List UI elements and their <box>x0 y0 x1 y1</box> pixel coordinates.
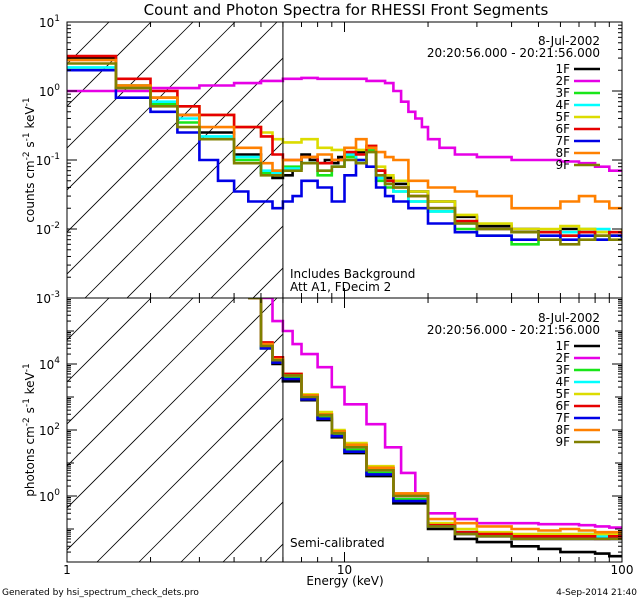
legend-label-7f: 7F <box>555 134 570 148</box>
legend-label-2f: 2F <box>555 351 570 365</box>
legend-label-4f: 4F <box>555 375 570 389</box>
footer-generator: Generated by hsi_spectrum_check_dets.pro <box>2 588 199 598</box>
y-tick-label: 10-2 <box>36 221 60 237</box>
series-2f-bot <box>261 298 622 529</box>
series-8f-top <box>67 58 622 210</box>
bottom-date: 8-Jul-2002 <box>538 311 600 325</box>
legend-label-8f: 8F <box>555 146 570 160</box>
x-tick-label: 10 <box>337 563 352 577</box>
y-tick-label: 102 <box>39 422 60 438</box>
top-hatch <box>67 22 283 298</box>
bottom-ylabel: photons cm-2 s-1 keV-1 <box>22 363 37 497</box>
legend-label-3f: 3F <box>555 363 570 377</box>
y-tick-label: 100 <box>39 488 60 504</box>
hatch-line <box>210 225 283 298</box>
top-annotation-1: Includes Background <box>290 267 415 281</box>
hatch-line <box>67 298 194 425</box>
top-axis-ticks: 10-3 10-2 10-1 100 101 <box>36 14 623 306</box>
legend-label-6f: 6F <box>555 122 570 136</box>
legend-label-5f: 5F <box>555 110 570 124</box>
y-tick-label: 10-1 <box>36 152 60 168</box>
hatch-line <box>67 22 194 149</box>
bottom-hatch <box>67 298 283 562</box>
chart-title: Count and Photon Spectra for RHESSI Fron… <box>144 1 549 19</box>
hatch-line <box>67 22 236 191</box>
y-tick-label: 10-3 <box>36 290 60 306</box>
legend-label-1f: 1F <box>555 339 570 353</box>
legend-label-9f: 9F <box>555 435 570 449</box>
series-2f-top <box>67 76 622 172</box>
hatch-line <box>67 57 283 275</box>
hatch-line <box>126 141 283 298</box>
legend-label-6f: 6F <box>555 399 570 413</box>
bottom-time-range: 20:20:56.000 - 20:21:56.000 <box>427 323 600 337</box>
legend-label-3f: 3F <box>555 86 570 100</box>
top-time-range: 20:20:56.000 - 20:21:56.000 <box>427 46 600 60</box>
legend-label-9f: 9F <box>555 158 570 172</box>
x-tick-label: 100 <box>611 563 634 577</box>
hatch-line <box>67 298 278 509</box>
hatch-line <box>138 417 283 562</box>
hatch-line <box>67 298 152 383</box>
bottom-annotation-1: Semi-calibrated <box>290 536 385 550</box>
legend-label-8f: 8F <box>555 423 570 437</box>
top-series-layer <box>67 54 622 246</box>
legend-label-5f: 5F <box>555 387 570 401</box>
hatch-line <box>222 501 283 562</box>
x-axis-label: Energy (keV) <box>306 574 383 588</box>
hatch-line <box>168 183 283 298</box>
legend-label-1f: 1F <box>555 62 570 76</box>
y-tick-label: 100 <box>39 83 60 99</box>
series-9f-top <box>67 62 622 246</box>
hatch-line <box>84 99 283 298</box>
legend-label-7f: 7F <box>555 411 570 425</box>
y-tick-label: 101 <box>39 14 60 30</box>
top-annotation-2: Att A1, FDecim 2 <box>290 280 391 294</box>
hatch-line <box>67 298 236 467</box>
top-ylabel: counts cm-2 s-1 keV-1 <box>22 97 37 222</box>
legend-label-4f: 4F <box>555 98 570 112</box>
hatch-line <box>67 333 283 551</box>
hatch-line <box>96 375 283 562</box>
footer-timestamp: 4-Sep-2014 21:40 <box>556 588 637 598</box>
bottom-axis-ticks: 100 102 104 1 10 100 <box>39 297 634 577</box>
hatch-line <box>67 22 278 233</box>
legend-label-2f: 2F <box>555 74 570 88</box>
x-tick-label: 1 <box>63 563 71 577</box>
hatch-line <box>180 459 283 562</box>
top-date: 8-Jul-2002 <box>538 34 600 48</box>
y-tick-label: 104 <box>39 356 60 372</box>
